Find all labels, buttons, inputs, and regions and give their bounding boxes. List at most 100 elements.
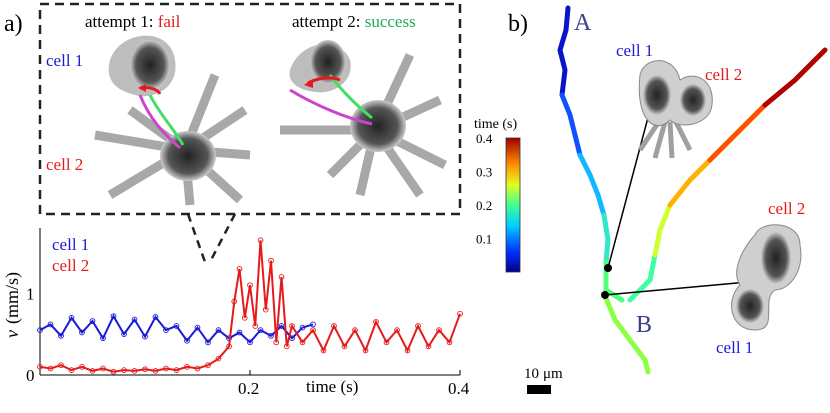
- series-point-2: [205, 362, 211, 369]
- series-point-2: [352, 327, 358, 333]
- svg-text:v(mm/s): v (mm/s): [2, 272, 23, 338]
- attempt-2-result: success: [365, 12, 416, 31]
- series-point-2: [331, 323, 337, 329]
- upper-cell-image: [637, 60, 713, 159]
- colorbar-gradient: [505, 137, 521, 273]
- series-point-1: [257, 327, 264, 333]
- y-axis-symbol: v: [2, 330, 22, 338]
- series-point-1: [37, 327, 43, 333]
- velocity-time-series-chart: v (mm/s) time (s) cell 1 cell 2 0.2 0.4 0 1: [2, 228, 470, 398]
- x-tick-label: 0.2: [238, 379, 259, 398]
- series-point-2: [89, 368, 96, 374]
- legend-cell-1: cell 1: [52, 235, 89, 254]
- series-point-2: [278, 274, 285, 280]
- series-point-2: [299, 339, 306, 346]
- panel-a-label: a): [4, 11, 23, 37]
- scale-bar: [527, 385, 551, 394]
- series-point-1: [184, 337, 190, 344]
- series-point-2: [262, 306, 269, 313]
- series-point-2: [79, 363, 85, 370]
- series-point-2: [373, 319, 379, 325]
- svg-text:attempt 1: fail: attempt 1: fail: [85, 12, 181, 31]
- series-point-1: [194, 324, 201, 331]
- scalebar-value: 10: [524, 366, 539, 382]
- colorbar-tick-label: 0.3: [476, 165, 492, 180]
- series-point-2: [252, 323, 259, 329]
- series-point-1: [100, 335, 106, 342]
- series-point-2: [289, 323, 295, 329]
- scalebar-unit: μm: [543, 366, 563, 382]
- series-point-2: [383, 339, 390, 346]
- inset-cell-1-label: cell 1: [46, 51, 83, 70]
- lower-inset-cell-1: cell 1: [716, 338, 753, 357]
- series-point-2: [121, 367, 127, 373]
- series-point-2: [184, 363, 190, 370]
- series-point-2: [152, 368, 159, 374]
- series-point-2: [415, 323, 421, 329]
- series-point-2: [310, 327, 316, 333]
- series-point-2: [131, 368, 138, 374]
- series-point-2: [247, 282, 253, 289]
- series-point-2: [215, 355, 222, 362]
- series-point-2: [231, 298, 238, 305]
- series-point-2: [362, 347, 369, 354]
- colorbar: time (s) 0.1 0.2 0.3 0.4: [474, 117, 521, 273]
- series-point-2: [163, 365, 169, 372]
- series-point-2: [226, 343, 232, 350]
- series-point-1: [121, 331, 127, 338]
- svg-text:attempt 2: success: attempt 2: success: [292, 12, 416, 31]
- series-point-1: [163, 327, 169, 333]
- series-point-1: [247, 339, 253, 346]
- attempt-1-prefix: attempt 1:: [85, 12, 158, 31]
- colorbar-tick-label: 0.2: [476, 198, 492, 213]
- series-point-1: [236, 329, 243, 336]
- series-point-2: [236, 265, 243, 272]
- series-point-2: [394, 327, 400, 333]
- panel-b-label: b): [508, 11, 528, 37]
- series-point-2: [320, 347, 327, 354]
- series-point-1: [58, 332, 64, 339]
- series-point-2: [268, 257, 274, 264]
- y-tick-label: 0: [26, 366, 35, 385]
- series-point-1: [68, 314, 75, 321]
- colorbar-tick-label: 0.4: [476, 131, 493, 146]
- series-point-2: [257, 237, 264, 244]
- series-point-2: [404, 347, 411, 354]
- series-point-1: [299, 324, 306, 331]
- series-point-2: [283, 343, 290, 350]
- series-point-1: [142, 333, 148, 340]
- marker-point-1: [604, 264, 612, 272]
- point-b-label: B: [636, 312, 652, 338]
- series-point-2: [58, 362, 64, 369]
- series-point-2: [68, 367, 75, 373]
- series-point-2: [37, 363, 43, 370]
- colorbar-title: time (s): [474, 117, 517, 132]
- inset-frame: [38, 2, 462, 216]
- y-axis-unit: (mm/s): [2, 272, 23, 324]
- series-point-1: [310, 321, 316, 328]
- series-point-2: [341, 343, 348, 350]
- attempt-1-result: fail: [158, 12, 181, 31]
- series-point-2: [425, 343, 432, 350]
- inset-callout-lines: [186, 213, 237, 263]
- y-tick-label: 1: [26, 284, 35, 303]
- series-point-1: [152, 314, 159, 320]
- series-point-2: [100, 365, 106, 372]
- series-point-2: [436, 327, 442, 333]
- series-point-2: [446, 339, 453, 346]
- legend-cell-2: cell 2: [52, 256, 89, 275]
- series-point-2: [110, 368, 117, 375]
- marker-point-2: [601, 291, 609, 299]
- lower-cell-image: [731, 224, 802, 331]
- series-point-2: [142, 366, 148, 373]
- series-point-2: [457, 310, 463, 317]
- trajectory-a: [557, 5, 651, 375]
- series-point-1: [131, 316, 138, 323]
- series-point-1: [278, 323, 285, 329]
- series-line-2: [39, 240, 461, 373]
- series-point-1: [47, 321, 54, 328]
- series-point-1: [268, 332, 274, 339]
- inset-image-attempt-2: [280, 40, 448, 198]
- series-point-1: [215, 327, 222, 333]
